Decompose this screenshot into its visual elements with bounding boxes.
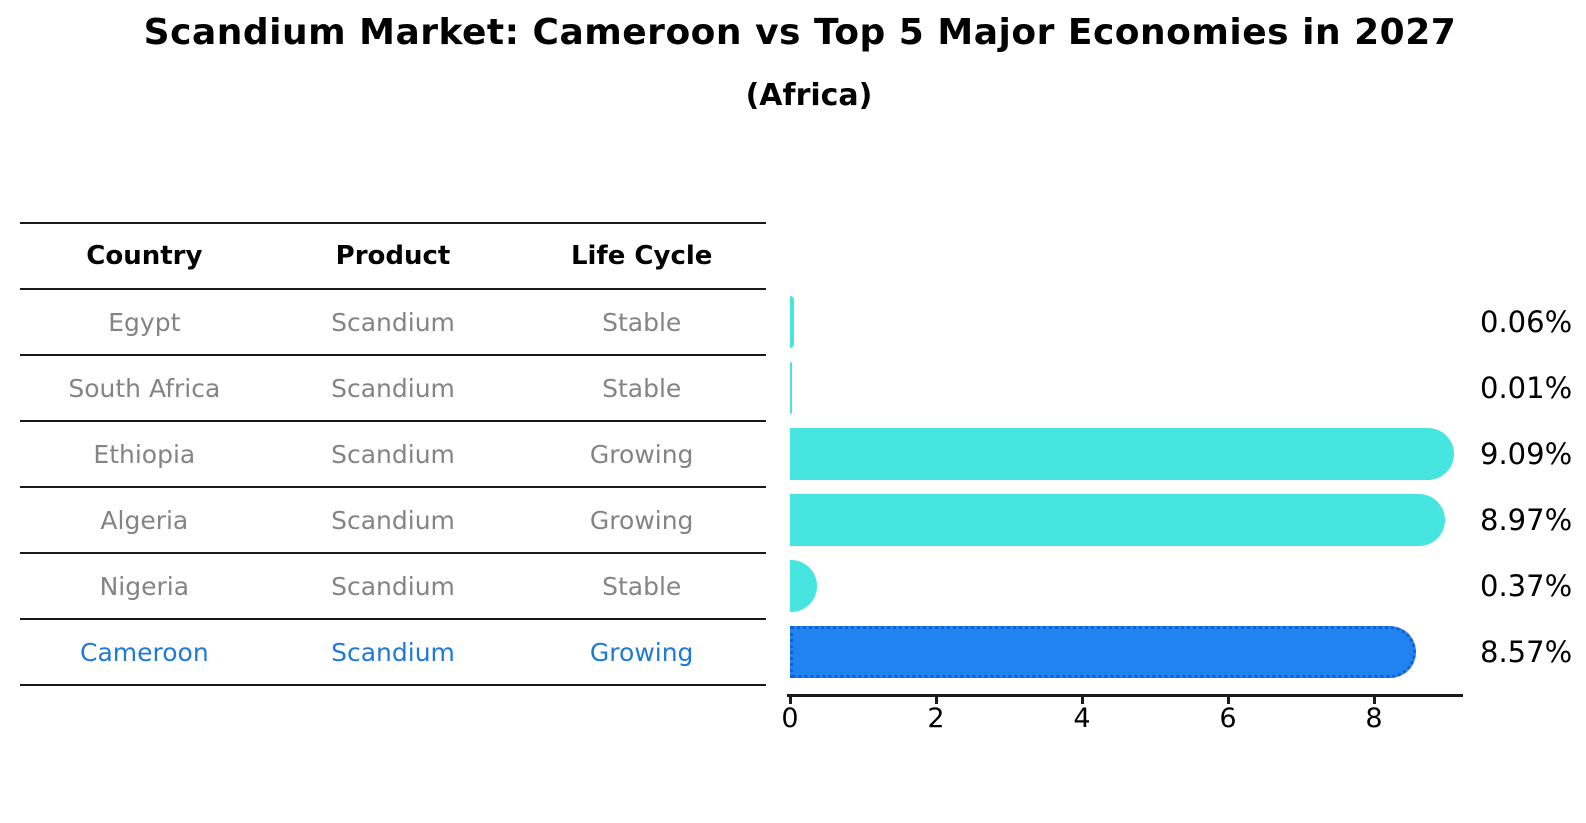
lifecycle-cell: Growing xyxy=(589,439,694,469)
bar-value-label: 0.37% xyxy=(1480,569,1573,603)
table-row-ethiopia: Ethiopia Scandium Growing xyxy=(20,422,766,488)
x-axis-line xyxy=(787,694,1463,697)
table-row-south-africa: South Africa Scandium Stable xyxy=(20,356,766,422)
product-cell: Scandium xyxy=(331,307,455,337)
x-tick-mark xyxy=(1226,697,1230,704)
table-header-row: Country Product Life Cycle xyxy=(20,224,766,290)
bar-value-label: 0.01% xyxy=(1480,371,1573,405)
column-header-lifecycle: Life Cycle xyxy=(570,241,713,271)
country-cell: Nigeria xyxy=(99,571,190,601)
product-cell: Scandium xyxy=(331,373,455,403)
x-tick-label: 2 xyxy=(927,703,945,734)
country-cell: Ethiopia xyxy=(93,439,196,469)
bar-value-label: 8.57% xyxy=(1480,635,1573,669)
x-tick-label: 4 xyxy=(1073,703,1091,734)
bar-cameroon-highlighted xyxy=(790,626,1416,678)
column-header-country: Country xyxy=(86,241,203,271)
economies-table: Country Product Life Cycle Egypt Scandiu… xyxy=(20,222,766,686)
table-row-cameroon-highlighted: Cameroon Scandium Growing xyxy=(20,620,766,686)
table-row-egypt: Egypt Scandium Stable xyxy=(20,290,766,356)
column-header-product: Product xyxy=(335,241,451,271)
lifecycle-cell: Stable xyxy=(602,373,682,403)
product-cell: Scandium xyxy=(331,505,455,535)
chart-subtitle: (Africa) xyxy=(745,78,873,113)
bar-value-label: 0.06% xyxy=(1480,305,1573,339)
bar-value-label: 8.97% xyxy=(1480,503,1573,537)
x-tick-mark xyxy=(934,697,938,704)
x-tick-label: 8 xyxy=(1365,703,1383,734)
country-cell: Egypt xyxy=(108,307,181,337)
lifecycle-cell: Growing xyxy=(589,637,694,667)
table-row-algeria: Algeria Scandium Growing xyxy=(20,488,766,554)
x-tick-label: 6 xyxy=(1219,703,1237,734)
chart-title: Scandium Market: Cameroon vs Top 5 Major… xyxy=(143,12,1457,53)
lifecycle-cell: Stable xyxy=(602,307,682,337)
bar-egypt xyxy=(790,296,795,348)
x-tick-mark xyxy=(788,697,792,704)
country-cell: Cameroon xyxy=(79,637,209,667)
lifecycle-cell: Stable xyxy=(602,571,682,601)
x-tick-mark xyxy=(1080,697,1084,704)
country-cell: Algeria xyxy=(100,505,189,535)
bar-value-label: 9.09% xyxy=(1480,437,1573,471)
country-cell: South Africa xyxy=(68,373,221,403)
table-row-nigeria: Nigeria Scandium Stable xyxy=(20,554,766,620)
bar-nigeria xyxy=(790,560,817,612)
product-cell: Scandium xyxy=(331,637,455,667)
product-cell: Scandium xyxy=(331,571,455,601)
bar-algeria xyxy=(790,494,1445,546)
x-tick-label: 0 xyxy=(781,703,799,734)
bar-ethiopia xyxy=(790,428,1454,480)
lifecycle-cell: Growing xyxy=(589,505,694,535)
bar-south-africa xyxy=(790,362,792,414)
x-tick-mark xyxy=(1372,697,1376,704)
product-cell: Scandium xyxy=(331,439,455,469)
